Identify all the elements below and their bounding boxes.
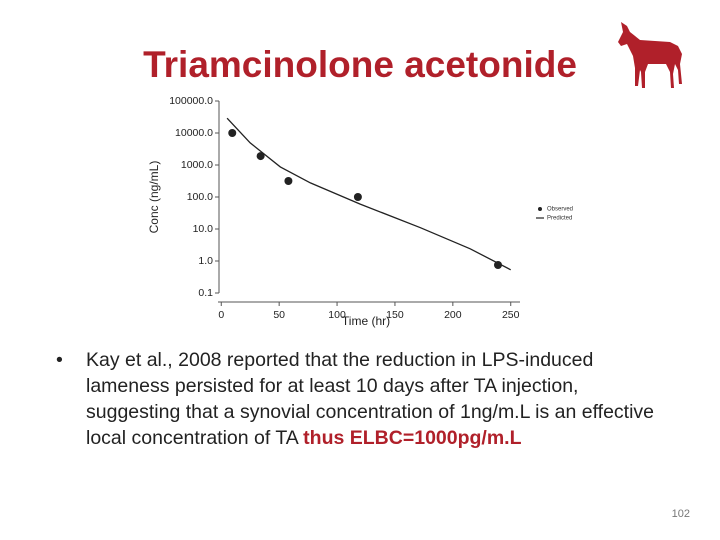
data-point (284, 177, 293, 186)
legend-label: Observed (547, 207, 573, 213)
bullet-body: Kay et al., 2008 reported that the reduc… (86, 349, 655, 449)
y-tick-label: 1000.0 (181, 159, 213, 171)
y-tick-label: 1.0 (198, 255, 213, 267)
x-tick-label: 0 (218, 309, 224, 321)
legend-label: Predicted (547, 216, 572, 222)
y-tick-label: 10000.0 (175, 127, 213, 139)
x-axis-label: Time (hr) (342, 314, 390, 328)
slide-title: Triamcinolone acetonide (143, 44, 577, 85)
bullet-text: • Kay et al., 2008 reported that the redu… (56, 349, 655, 449)
data-line (226, 117, 511, 271)
x-tick-label: 150 (386, 309, 404, 321)
data-point (494, 260, 502, 269)
x-tick-label: 100 (328, 309, 346, 321)
bullet-highlight: thus ELBC=1000pg/m.L (303, 427, 522, 449)
horse-icon (618, 22, 682, 88)
data-point (256, 152, 265, 161)
y-axis-label: Conc (ng/mL) (147, 161, 161, 234)
legend-marker (538, 207, 542, 211)
x-tick-label: 200 (444, 309, 462, 321)
y-tick-label: 100.0 (187, 191, 213, 203)
data-point (228, 129, 237, 137)
y-tick-label: 100000.0 (169, 95, 213, 107)
x-tick-label: 50 (273, 309, 285, 321)
x-tick-label: 250 (502, 309, 520, 321)
page-number: 102 (671, 508, 690, 520)
y-tick-label: 0.1 (198, 287, 213, 299)
y-tick-label: 10.0 (193, 223, 214, 235)
data-point (353, 193, 362, 201)
